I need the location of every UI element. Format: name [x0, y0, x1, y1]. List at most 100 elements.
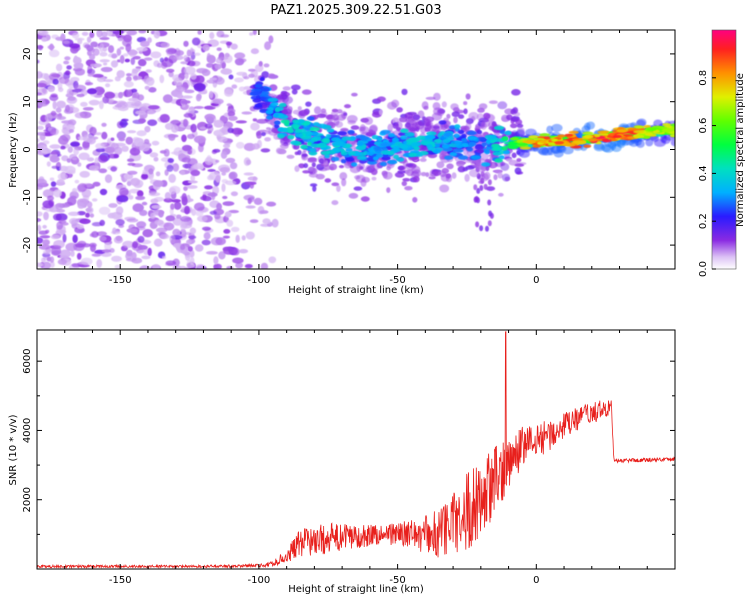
spectral-blob: [305, 101, 312, 107]
ridge-blob: [425, 121, 432, 130]
ridge-blob: [468, 112, 479, 120]
noise-blob: [230, 226, 240, 233]
noise-blob: [47, 45, 55, 50]
ridge-blob: [267, 97, 279, 103]
y-tick-label: -10: [22, 189, 33, 205]
noise-blob: [103, 62, 108, 66]
x-tick-label: -100: [248, 575, 271, 586]
noise-blob: [171, 199, 181, 203]
spectral-blob: [303, 163, 309, 169]
noise-blob: [181, 95, 193, 99]
noise-blob: [180, 223, 187, 231]
ridge-blob: [564, 143, 576, 147]
spectral-blob: [419, 157, 427, 162]
ridge-blob: [564, 133, 574, 137]
ridge-blob: [396, 157, 405, 162]
spectral-blob: [510, 117, 519, 122]
ridge-blob: [468, 141, 477, 147]
noise-blob: [175, 86, 186, 93]
spectral-blob: [353, 186, 363, 191]
noise-blob: [37, 125, 44, 130]
ridge-blob: [317, 123, 328, 129]
noise-blob: [249, 219, 259, 224]
noise-blob: [249, 32, 254, 36]
ridge-blob: [250, 122, 260, 131]
noise-blob: [187, 180, 198, 184]
noise-blob: [130, 57, 136, 65]
spectral-blob: [298, 163, 305, 169]
noise-blob: [115, 219, 125, 226]
noise-blob: [256, 131, 261, 136]
spectrogram-marks: [37, 30, 675, 269]
spectral-blob: [505, 157, 513, 162]
noise-blob: [252, 118, 258, 122]
noise-blob: [180, 216, 192, 222]
noise-blob: [217, 136, 228, 143]
noise-blob: [125, 43, 132, 53]
noise-blob: [264, 41, 272, 51]
noise-blob: [126, 228, 138, 233]
ridge-blob: [306, 130, 312, 136]
spectral-blob: [351, 92, 358, 97]
ridge-blob: [497, 101, 508, 110]
ridge-blob: [427, 146, 435, 151]
noise-blob: [247, 176, 258, 181]
noise-blob: [58, 136, 69, 145]
noise-blob: [49, 261, 55, 268]
ridge-blob: [474, 145, 484, 150]
noise-blob: [165, 215, 176, 222]
ridge-blob: [457, 129, 465, 135]
noise-blob: [150, 198, 159, 204]
noise-blob: [77, 183, 88, 192]
ridge-blob: [404, 132, 415, 137]
noise-blob: [89, 233, 95, 237]
spectral-blob: [479, 225, 484, 232]
noise-blob: [153, 156, 159, 162]
noise-blob: [38, 230, 48, 235]
noise-blob: [228, 74, 234, 80]
spectral-blob: [463, 101, 468, 106]
x-tick-label: -150: [109, 575, 132, 586]
ridge-blob: [475, 148, 485, 154]
noise-blob: [65, 242, 78, 252]
ridge-blob: [347, 151, 356, 156]
spectral-blob: [264, 137, 271, 142]
ridge-blob: [461, 133, 467, 139]
noise-blob: [224, 141, 232, 146]
ridge-blob: [277, 127, 285, 132]
noise-blob: [89, 213, 95, 218]
noise-blob: [49, 144, 61, 149]
noise-blob: [191, 208, 197, 216]
noise-blob: [70, 195, 77, 200]
noise-blob: [60, 222, 69, 226]
x-tick-label: -150: [109, 275, 132, 286]
ridge-blob: [583, 144, 592, 148]
noise-blob: [190, 73, 197, 80]
ridge-blob: [355, 145, 366, 151]
spectral-blob: [261, 71, 270, 79]
noise-blob: [44, 113, 53, 122]
ridge-blob: [412, 169, 422, 178]
ridge-blob: [616, 129, 628, 133]
noise-blob: [151, 140, 160, 146]
x-tick-label: 0: [533, 275, 539, 286]
noise-blob: [131, 88, 138, 94]
noise-blob: [80, 101, 88, 107]
ridge-blob: [254, 75, 261, 84]
noise-blob: [190, 164, 202, 169]
ridge-blob: [466, 147, 474, 152]
noise-blob: [127, 170, 138, 175]
spectral-blob: [260, 132, 266, 137]
ridge-blob: [481, 162, 491, 167]
noise-blob: [70, 76, 80, 83]
noise-blob: [223, 229, 231, 234]
ridge-blob: [259, 76, 265, 82]
noise-blob: [215, 159, 220, 163]
ridge-blob: [433, 139, 442, 144]
ridge-blob: [433, 107, 443, 116]
ridge-blob: [674, 121, 675, 125]
noise-blob: [37, 92, 43, 96]
noise-blob: [73, 55, 78, 63]
ridge-blob: [425, 134, 435, 140]
noise-blob: [158, 210, 164, 218]
